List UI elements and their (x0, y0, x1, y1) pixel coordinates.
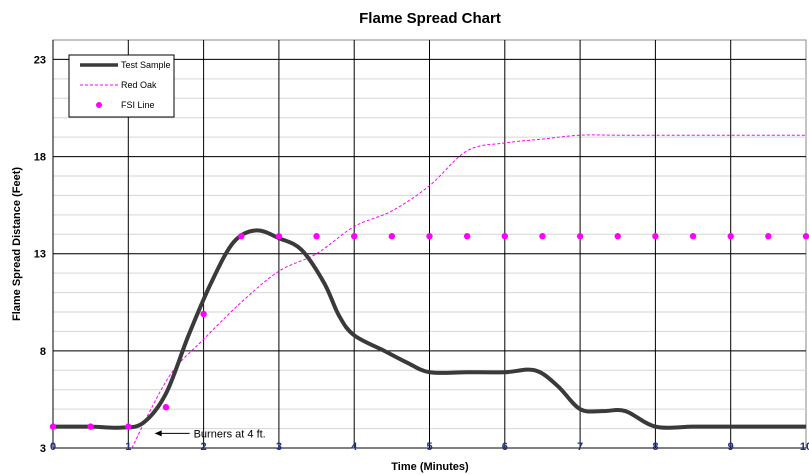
series-line-test-sample (52, 228, 806, 430)
x-tick-label: 3 (276, 441, 282, 453)
x-tick-label: 8 (652, 441, 658, 453)
fsi-marker (313, 233, 320, 240)
x-tick-label: 1 (125, 441, 131, 453)
fsi-marker (275, 233, 283, 240)
fsi-marker (351, 233, 358, 240)
y-tick-label: 13 (34, 249, 46, 261)
fsi-marker (49, 423, 57, 430)
legend-label-fsi-line: FSI Line (121, 100, 155, 110)
y-tick-label: 8 (40, 346, 46, 358)
legend-swatch-fsi-line (96, 102, 102, 108)
fsi-marker (501, 233, 508, 240)
fsi-marker (463, 233, 471, 240)
legend-label-test-sample: Test Sample (121, 60, 171, 70)
fsi-marker (539, 233, 546, 240)
fsi-marker (765, 233, 772, 240)
fsi-marker (87, 423, 94, 430)
fsi-marker (727, 233, 734, 240)
fsi-marker (162, 404, 170, 411)
fsi-marker (614, 233, 621, 240)
fsi-marker (125, 423, 132, 430)
y-tick-labels: 3 8 13 18 23 (34, 54, 46, 455)
x-tick-label: 7 (577, 441, 583, 453)
annotation-layer: Burners at 4 ft. (154, 428, 266, 440)
x-tick-label: 0 (50, 441, 56, 453)
x-tick-labels: 0 1 2 3 4 5 6 7 8 9 10 (50, 441, 809, 453)
fsi-marker (200, 310, 207, 318)
y-axis-label: Flame Spread Distance (Feet) (11, 167, 23, 321)
fsi-marker (689, 233, 697, 240)
major-gridlines (52, 40, 806, 449)
y-tick-label: 18 (34, 152, 46, 164)
burners-arrowhead (154, 430, 162, 437)
series-line-red-oak (131, 134, 806, 449)
fsi-marker (238, 233, 245, 240)
fsi-marker (426, 233, 433, 240)
legend-label-red-oak: Red Oak (121, 80, 157, 90)
fsi-marker (802, 233, 809, 240)
x-tick-label: 10 (800, 441, 809, 453)
x-tick-label: 6 (502, 441, 508, 453)
fsi-marker (388, 233, 396, 240)
x-tick-label: 9 (728, 441, 734, 453)
y-tick-label: 3 (40, 443, 46, 455)
fsi-marker (576, 233, 584, 240)
series-layer (49, 134, 809, 449)
x-tick-label: 4 (351, 441, 358, 453)
x-tick-label: 5 (426, 441, 432, 453)
fsi-marker (652, 233, 659, 240)
y-tick-label: 23 (34, 54, 46, 66)
x-axis-label: Time (Minutes) (391, 461, 469, 473)
x-tick-label: 2 (201, 441, 207, 453)
chart-title: Flame Spread Chart (359, 10, 501, 27)
legend: Test Sample Red Oak FSI Line (68, 54, 175, 118)
burners-annotation: Burners at 4 ft. (194, 428, 266, 440)
